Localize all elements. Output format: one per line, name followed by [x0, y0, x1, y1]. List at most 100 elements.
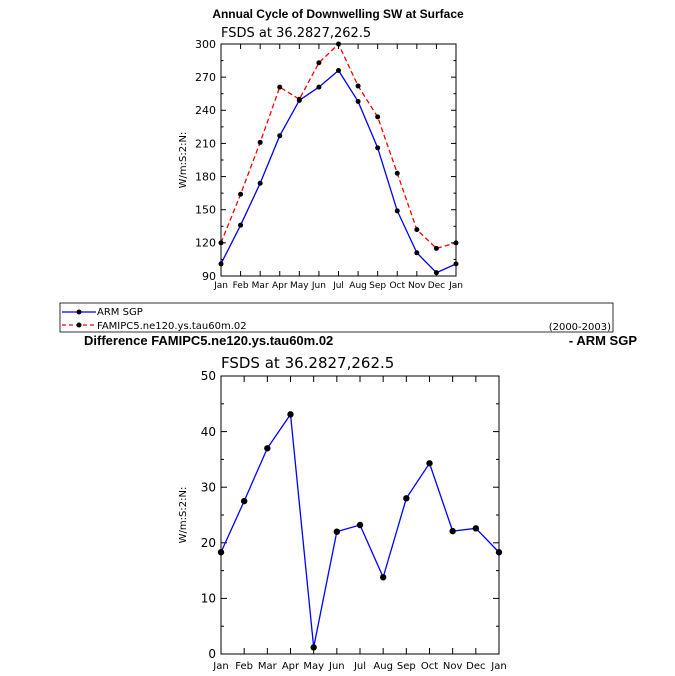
data-point: [238, 222, 244, 228]
data-point: [310, 644, 317, 651]
data-point: [356, 521, 364, 529]
data-point: [453, 261, 459, 267]
x-tick-label: Jan: [212, 661, 228, 672]
data-point: [316, 60, 322, 66]
y-tick-label: 240: [195, 104, 216, 117]
data-point: [394, 208, 400, 214]
x-tick-label: Oct: [389, 281, 405, 291]
data-point: [238, 191, 244, 197]
chart2-y-tick-labels: 0 10 20 30 40 50: [201, 369, 216, 661]
data-point: [333, 528, 341, 535]
data-point: [449, 527, 456, 535]
y-tick-label: 20: [201, 536, 216, 550]
series-line-0: [220, 412, 500, 648]
data-point: [355, 98, 361, 104]
chart2-title-right: - ARM SGP: [569, 333, 637, 348]
y-tick-label: 270: [195, 71, 216, 84]
data-point: [403, 495, 410, 502]
y-tick-label: 0: [208, 647, 216, 661]
data-point: [426, 460, 433, 467]
x-tick-label: Jan: [213, 281, 228, 291]
data-point: [257, 139, 263, 145]
data-point: [433, 270, 439, 276]
x-tick-label: Jul: [353, 661, 366, 672]
chart2-x-tick-labels: Jan Feb Mar Apr May Jun Jul Aug Sep Oct Nov Dec Jan: [212, 661, 506, 672]
chart1-series: [218, 41, 459, 276]
x-tick-label: Mar: [258, 661, 278, 672]
data-point: [355, 83, 361, 89]
y-tick-label: 90: [202, 270, 216, 283]
chart1-y-tick-labels: 90 120 150 180 210 240 270 300: [195, 38, 216, 283]
data-point: [375, 145, 381, 151]
x-tick-label: Jan: [490, 661, 506, 672]
x-tick-label: Feb: [233, 281, 249, 291]
x-tick-label: Jul: [332, 281, 344, 291]
chart2-series: [217, 411, 503, 651]
data-point: [217, 549, 225, 556]
y-tick-label: 180: [195, 170, 216, 183]
y-tick-label: 150: [195, 204, 216, 217]
x-tick-label: Apr: [272, 281, 288, 291]
x-tick-label: Dec: [466, 661, 485, 672]
data-point: [453, 240, 459, 246]
chart1-ticks: [220, 43, 457, 277]
x-tick-label: Feb: [235, 661, 253, 672]
data-point: [287, 411, 294, 418]
data-point: [414, 227, 420, 233]
y-tick-label: 10: [201, 592, 216, 606]
y-tick-label: 50: [201, 369, 216, 383]
data-point: [336, 68, 341, 74]
y-tick-label: 40: [201, 425, 216, 439]
data-point: [394, 170, 400, 176]
data-point: [316, 84, 322, 90]
legend-marker-arm: [76, 309, 82, 315]
x-tick-label: Jan: [448, 281, 463, 291]
chart1-ylabel: W/m:S:2:N:: [178, 132, 189, 189]
chart2-subtitle: FSDS at 36.2827,262.5: [221, 354, 394, 372]
data-point: [375, 114, 381, 120]
chart1-plot-frame: [220, 43, 457, 277]
data-point: [296, 96, 302, 102]
data-point: [264, 445, 271, 452]
data-point: [277, 133, 283, 139]
data-point: [414, 250, 420, 256]
chart2-title-left: Difference FAMIPC5.ne120.ys.tau60m.02: [84, 333, 333, 348]
x-tick-label: Jun: [328, 661, 345, 672]
data-point: [472, 525, 480, 532]
legend-label-arm: ARM SGP: [97, 307, 143, 318]
data-point: [433, 245, 439, 251]
series-line-0: [220, 69, 457, 274]
data-point: [336, 41, 341, 47]
series-line-1: [220, 42, 457, 250]
y-tick-label: 120: [195, 237, 216, 250]
chart1-x-tick-labels: Jan Feb Mar Apr May Jun Jul Aug Sep Oct Nov Dec Jan: [213, 281, 463, 291]
chart2-ticks: [220, 375, 500, 655]
data-point: [495, 549, 503, 556]
x-tick-label: Sep: [369, 281, 386, 291]
data-point: [240, 497, 248, 505]
x-tick-label: Dec: [428, 281, 445, 291]
chart2-ylabel: W/m:S:2:N:: [178, 487, 189, 544]
x-tick-label: Sep: [397, 661, 416, 672]
x-tick-label: Aug: [349, 281, 367, 291]
data-point: [379, 574, 387, 581]
y-tick-label: 300: [195, 38, 216, 51]
x-tick-label: Aug: [373, 661, 393, 672]
data-point: [218, 240, 224, 246]
x-tick-label: Mar: [252, 281, 269, 291]
legend-marker-model: [76, 322, 82, 328]
y-tick-label: 30: [201, 480, 216, 494]
legend-box: [59, 302, 614, 333]
x-tick-label: May: [303, 661, 324, 672]
chart2-plot-frame: [220, 375, 500, 655]
chart1-title: Annual Cycle of Downwelling SW at Surfac…: [212, 7, 464, 21]
x-tick-label: Jun: [311, 281, 326, 291]
x-tick-label: May: [290, 281, 309, 291]
x-tick-label: Apr: [282, 661, 300, 672]
data-point: [218, 261, 224, 267]
x-tick-label: Oct: [421, 661, 438, 672]
data-point: [277, 84, 283, 90]
legend-period: (2000-2003): [549, 322, 611, 333]
data-point: [257, 180, 263, 186]
legend-label-model: FAMIPC5.ne120.ys.tau60m.02: [97, 321, 247, 332]
